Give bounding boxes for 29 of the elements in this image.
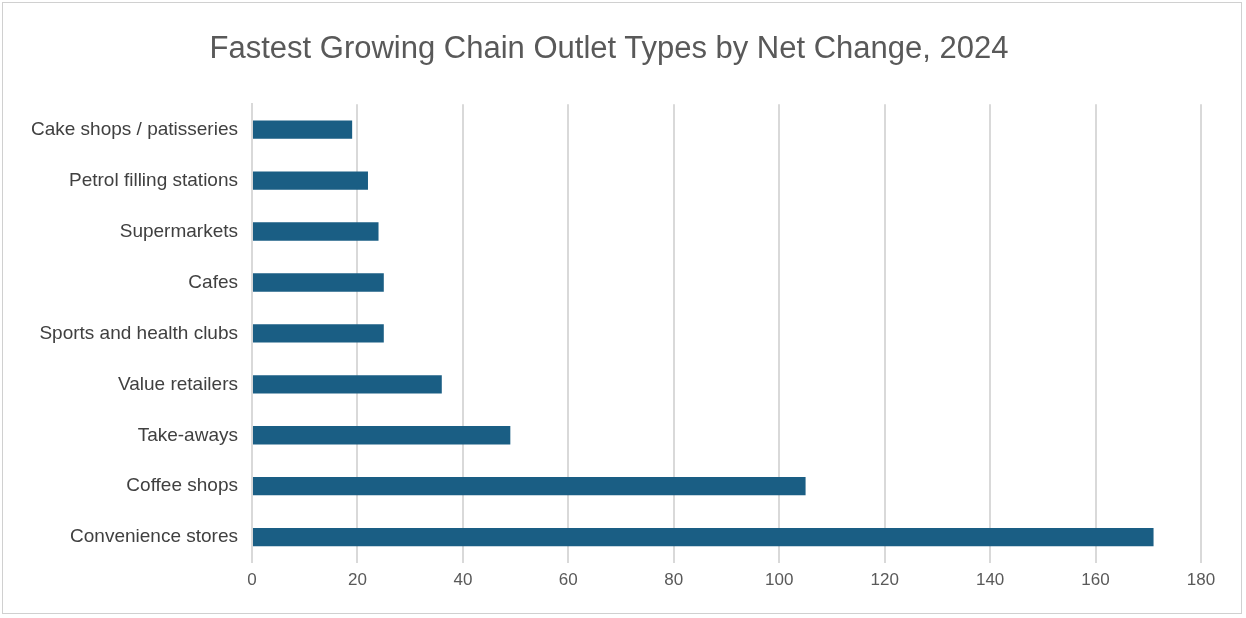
bar [252, 527, 1154, 547]
bar [252, 222, 379, 241]
x-tick-label: 80 [664, 570, 684, 590]
bar [252, 171, 368, 190]
y-tick-label: Convenience stores [70, 525, 238, 547]
x-tick-label: 120 [870, 570, 899, 590]
x-tick-label: 160 [1081, 570, 1110, 590]
bar [252, 120, 353, 139]
y-tick-label: Petrol filling stations [69, 168, 238, 190]
y-tick-label: Cafes [188, 270, 238, 292]
chart-title: Fastest Growing Chain Outlet Types by Net Change, 2024 [209, 30, 1009, 66]
x-tick-label: 20 [347, 570, 367, 590]
y-tick-label: Supermarkets [119, 219, 238, 241]
x-tick-label: 40 [453, 570, 473, 590]
bar [252, 426, 511, 445]
y-tick-label: Coffee shops [126, 474, 238, 496]
bar [252, 375, 442, 394]
x-tick-label: 100 [765, 570, 794, 590]
y-tick-label: Cake shops / patisseries [30, 117, 238, 139]
x-tick-label: 180 [1186, 570, 1216, 590]
bar [252, 324, 384, 343]
bar [252, 273, 384, 292]
y-tick-label: Value retailers [117, 372, 238, 394]
x-tick-label: 140 [975, 570, 1005, 590]
x-tick-label: 60 [558, 570, 578, 590]
y-tick-label: Take-aways [137, 423, 238, 445]
x-tick-label: 0 [247, 570, 257, 590]
bar [252, 477, 806, 496]
y-tick-label: Sports and health clubs [39, 321, 238, 343]
